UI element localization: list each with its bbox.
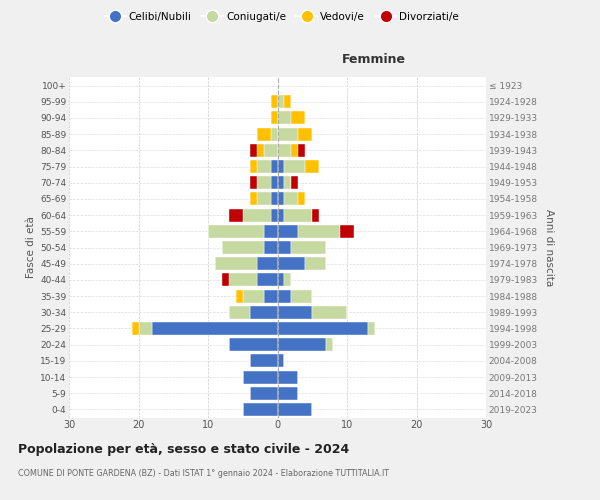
Bar: [250, 386, 277, 400]
Bar: [271, 208, 277, 222]
Bar: [243, 370, 277, 384]
Bar: [312, 208, 319, 222]
Bar: [284, 274, 292, 286]
Bar: [250, 144, 257, 157]
Bar: [222, 241, 263, 254]
Bar: [257, 128, 271, 140]
Bar: [263, 241, 277, 254]
Bar: [298, 225, 340, 238]
Bar: [277, 176, 284, 189]
Bar: [263, 290, 277, 302]
Bar: [284, 192, 298, 205]
Bar: [277, 370, 298, 384]
Bar: [277, 274, 284, 286]
Bar: [284, 176, 292, 189]
Bar: [271, 112, 277, 124]
Bar: [257, 144, 263, 157]
Bar: [277, 322, 368, 335]
Bar: [257, 274, 277, 286]
Bar: [250, 192, 257, 205]
Bar: [263, 225, 277, 238]
Bar: [277, 290, 292, 302]
Bar: [271, 192, 277, 205]
Bar: [243, 403, 277, 416]
Bar: [305, 257, 326, 270]
Bar: [271, 128, 277, 140]
Bar: [250, 176, 257, 189]
Legend: Celibi/Nubili, Coniugati/e, Vedovi/e, Divorziati/e: Celibi/Nubili, Coniugati/e, Vedovi/e, Di…: [101, 8, 463, 26]
Bar: [236, 290, 243, 302]
Bar: [292, 176, 298, 189]
Bar: [250, 306, 277, 318]
Bar: [229, 306, 250, 318]
Bar: [215, 257, 257, 270]
Bar: [131, 322, 139, 335]
Bar: [277, 112, 292, 124]
Bar: [277, 257, 305, 270]
Bar: [277, 225, 298, 238]
Bar: [243, 208, 271, 222]
Bar: [257, 257, 277, 270]
Bar: [257, 176, 271, 189]
Bar: [271, 176, 277, 189]
Bar: [277, 403, 312, 416]
Bar: [277, 160, 284, 173]
Bar: [229, 338, 277, 351]
Bar: [298, 144, 305, 157]
Bar: [229, 208, 243, 222]
Bar: [229, 274, 257, 286]
Bar: [277, 338, 326, 351]
Bar: [292, 112, 305, 124]
Bar: [292, 144, 298, 157]
Bar: [271, 96, 277, 108]
Bar: [277, 192, 284, 205]
Bar: [277, 128, 298, 140]
Bar: [243, 290, 263, 302]
Bar: [284, 96, 292, 108]
Bar: [139, 322, 152, 335]
Bar: [277, 96, 284, 108]
Bar: [298, 192, 305, 205]
Bar: [277, 386, 298, 400]
Bar: [277, 306, 312, 318]
Bar: [250, 160, 257, 173]
Bar: [263, 144, 277, 157]
Bar: [277, 144, 292, 157]
Bar: [257, 160, 271, 173]
Bar: [152, 322, 277, 335]
Bar: [326, 338, 333, 351]
Y-axis label: Anni di nascita: Anni di nascita: [544, 209, 554, 286]
Text: Femmine: Femmine: [341, 52, 406, 66]
Y-axis label: Fasce di età: Fasce di età: [26, 216, 36, 278]
Bar: [222, 274, 229, 286]
Bar: [292, 290, 312, 302]
Text: COMUNE DI PONTE GARDENA (BZ) - Dati ISTAT 1° gennaio 2024 - Elaborazione TUTTITA: COMUNE DI PONTE GARDENA (BZ) - Dati ISTA…: [18, 469, 389, 478]
Bar: [277, 208, 284, 222]
Bar: [250, 354, 277, 368]
Bar: [277, 241, 292, 254]
Bar: [208, 225, 263, 238]
Bar: [277, 354, 284, 368]
Bar: [368, 322, 375, 335]
Bar: [292, 241, 326, 254]
Bar: [271, 160, 277, 173]
Text: Popolazione per età, sesso e stato civile - 2024: Popolazione per età, sesso e stato civil…: [18, 442, 349, 456]
Bar: [257, 192, 271, 205]
Bar: [305, 160, 319, 173]
Bar: [284, 208, 312, 222]
Bar: [298, 128, 312, 140]
Bar: [312, 306, 347, 318]
Bar: [284, 160, 305, 173]
Bar: [340, 225, 354, 238]
